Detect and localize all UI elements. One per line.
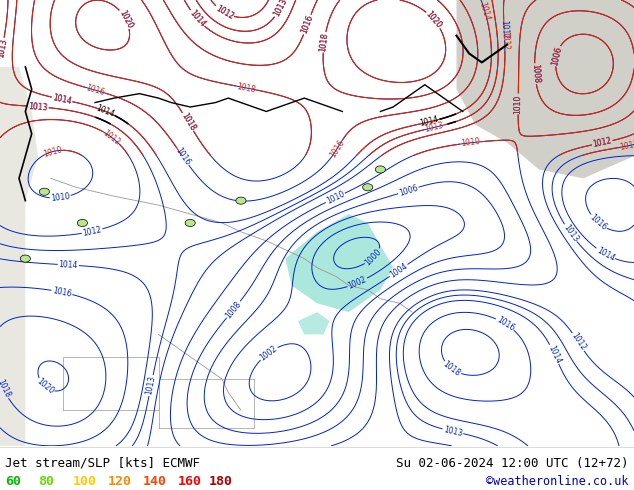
- Text: 1014: 1014: [187, 8, 207, 29]
- Text: 1006: 1006: [398, 183, 419, 197]
- Text: 160: 160: [178, 475, 202, 488]
- Text: 1013: 1013: [271, 0, 288, 19]
- Text: 1008: 1008: [530, 64, 540, 84]
- Text: 1012: 1012: [101, 128, 122, 147]
- Text: 1013: 1013: [619, 139, 634, 152]
- Text: 1016: 1016: [588, 213, 609, 232]
- Polygon shape: [285, 214, 393, 312]
- Text: 140: 140: [143, 475, 167, 488]
- Text: 1020: 1020: [424, 9, 443, 30]
- Text: 1016: 1016: [328, 138, 346, 159]
- Text: 1012: 1012: [592, 136, 612, 149]
- Text: 60: 60: [5, 475, 21, 488]
- Text: 1018: 1018: [236, 82, 257, 94]
- Text: ©weatheronline.co.uk: ©weatheronline.co.uk: [486, 475, 629, 488]
- Text: 1016: 1016: [51, 286, 72, 298]
- Text: 1012: 1012: [592, 136, 612, 149]
- Polygon shape: [456, 0, 634, 178]
- Polygon shape: [0, 67, 38, 446]
- Circle shape: [39, 188, 49, 196]
- Text: 1018: 1018: [441, 360, 462, 378]
- Text: 1016: 1016: [85, 83, 106, 97]
- Text: 1014: 1014: [546, 343, 562, 365]
- Text: 1010: 1010: [325, 190, 346, 206]
- Text: Jet stream/SLP [kts] ECMWF: Jet stream/SLP [kts] ECMWF: [5, 457, 200, 470]
- Text: 1012: 1012: [569, 332, 587, 352]
- Text: 1010: 1010: [460, 137, 481, 148]
- Text: 1008: 1008: [224, 299, 243, 320]
- Text: 1002: 1002: [347, 275, 368, 291]
- Text: 1012: 1012: [214, 3, 235, 21]
- Text: 1008: 1008: [530, 64, 540, 84]
- Text: 1014: 1014: [187, 8, 207, 29]
- Text: 1014: 1014: [94, 103, 115, 119]
- Text: 1018: 1018: [179, 111, 197, 132]
- Text: 1012: 1012: [500, 30, 510, 50]
- Text: 1012: 1012: [82, 225, 103, 238]
- Text: 1013: 1013: [145, 375, 157, 396]
- Text: 1013: 1013: [271, 0, 288, 19]
- Text: Su 02-06-2024 12:00 UTC (12+72): Su 02-06-2024 12:00 UTC (12+72): [396, 457, 629, 470]
- Text: 1010: 1010: [42, 145, 63, 159]
- Text: 1013: 1013: [0, 38, 8, 58]
- Circle shape: [236, 197, 246, 204]
- Text: 1020: 1020: [117, 8, 134, 29]
- Text: 1014: 1014: [478, 0, 492, 22]
- Circle shape: [363, 184, 373, 191]
- Text: 80: 80: [38, 475, 54, 488]
- Circle shape: [375, 166, 385, 173]
- Text: 1016: 1016: [300, 14, 315, 35]
- Text: 1014: 1014: [595, 245, 616, 263]
- Text: 1013: 1013: [561, 222, 579, 244]
- Text: 1013: 1013: [424, 121, 444, 134]
- Text: 1010: 1010: [50, 192, 70, 203]
- Text: 1002: 1002: [258, 343, 279, 363]
- Text: 1012: 1012: [499, 19, 509, 39]
- Text: 100: 100: [73, 475, 97, 488]
- Text: 1000: 1000: [363, 247, 384, 267]
- Text: 1004: 1004: [388, 261, 409, 280]
- Text: 1012: 1012: [214, 3, 235, 21]
- Text: 180: 180: [209, 475, 233, 488]
- Text: 1006: 1006: [550, 46, 563, 66]
- Text: 1013: 1013: [443, 425, 463, 438]
- Text: 1018: 1018: [0, 378, 11, 399]
- Text: 120: 120: [108, 475, 132, 488]
- Text: 1013: 1013: [0, 38, 8, 58]
- Text: 1016: 1016: [495, 315, 516, 333]
- Polygon shape: [298, 312, 330, 334]
- Circle shape: [20, 255, 30, 262]
- Text: 1014: 1014: [419, 115, 439, 128]
- Text: 1014: 1014: [51, 93, 72, 106]
- Text: 1018: 1018: [318, 32, 330, 52]
- Text: 1014: 1014: [58, 260, 78, 270]
- Text: 1014: 1014: [51, 93, 72, 106]
- Text: 1018: 1018: [179, 111, 197, 132]
- Circle shape: [185, 220, 195, 226]
- Text: 1010: 1010: [514, 94, 523, 114]
- Text: 1013: 1013: [28, 101, 48, 112]
- Text: 1013: 1013: [28, 101, 48, 112]
- Text: 1018: 1018: [318, 32, 330, 52]
- Text: 1020: 1020: [35, 377, 55, 396]
- Text: 1020: 1020: [117, 8, 134, 29]
- Text: 1016: 1016: [300, 14, 315, 35]
- Text: 1006: 1006: [550, 46, 563, 66]
- Text: 1010: 1010: [514, 94, 523, 114]
- Text: 1020: 1020: [424, 9, 443, 30]
- Circle shape: [77, 220, 87, 226]
- Text: 1016: 1016: [174, 146, 192, 167]
